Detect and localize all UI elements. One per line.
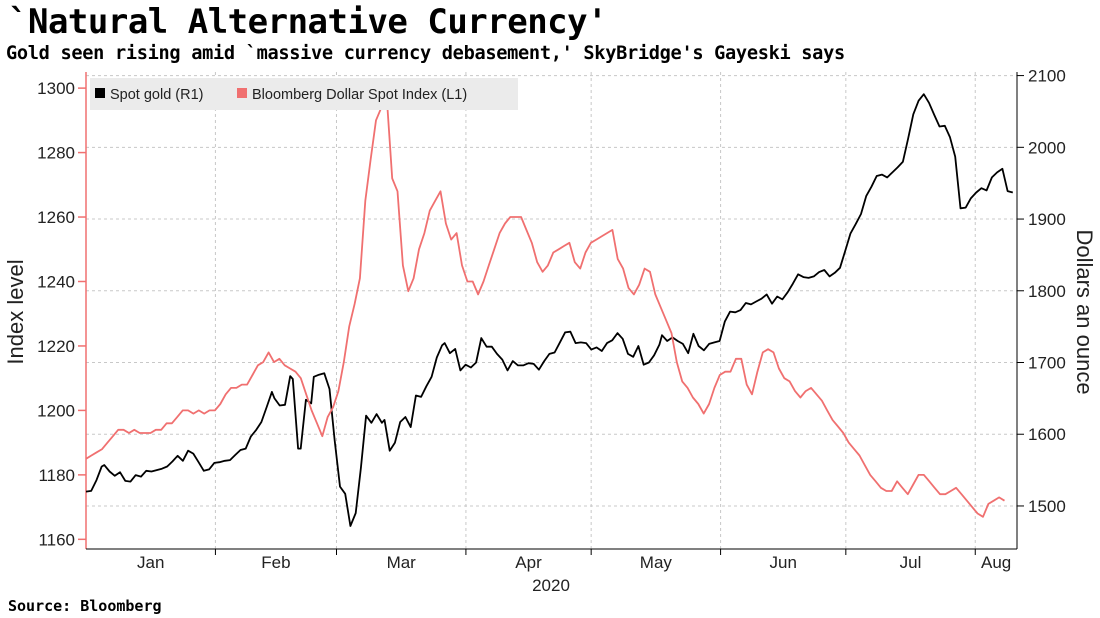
right-axis-tick-label: 1700	[1028, 354, 1066, 373]
left-axis-tick-label: 1160	[38, 530, 75, 549]
left-axis-tick-label: 1180	[38, 466, 75, 485]
x-axis-tick-label: Jul	[900, 553, 922, 572]
right-axis-tick-label: 2100	[1028, 67, 1066, 86]
left-axis-tick-label: 1280	[37, 144, 75, 163]
x-axis-year-label: 2020	[532, 576, 570, 595]
source-note: Source: Bloomberg	[8, 597, 162, 615]
chart-title: `Natural Alternative Currency'	[8, 2, 608, 42]
legend-label-dollar: Bloomberg Dollar Spot Index (L1)	[252, 87, 467, 103]
series-line-dollar-index	[85, 96, 1005, 518]
left-axis-tick-label: 1300	[37, 79, 75, 98]
x-axis-tick-label: Jan	[137, 553, 164, 572]
right-axis-tick-label: 1600	[1028, 425, 1066, 444]
legend-label-gold: Spot gold (R1)	[110, 87, 204, 103]
right-axis-title: Dollars an ounce	[1072, 229, 1097, 394]
x-axis-tick-label: Apr	[515, 553, 542, 572]
left-axis-tick-label: 1240	[37, 272, 75, 291]
series-lines	[85, 93, 1014, 527]
x-axis-tick-label: Feb	[261, 553, 290, 572]
legend-swatch-dollar	[237, 88, 247, 98]
right-axis-tick-label: 1800	[1028, 282, 1066, 301]
left-axis-tick-label: 1260	[37, 208, 75, 227]
legend: Spot gold (R1) Bloomberg Dollar Spot Ind…	[90, 78, 518, 110]
x-axis-tick-label: May	[640, 553, 673, 572]
gridlines	[86, 72, 1017, 549]
x-axis-tick-label: Aug	[981, 553, 1011, 572]
left-axis-title: Index level	[3, 259, 28, 364]
series-line-spot-gold	[85, 93, 1014, 527]
legend-swatch-gold	[95, 88, 105, 98]
right-axis-tick-label: 2000	[1028, 138, 1066, 157]
chart-subtitle: Gold seen rising amid `massive currency …	[6, 43, 845, 64]
left-axis-tick-label: 1200	[37, 401, 75, 420]
right-axis-tick-label: 1500	[1028, 497, 1066, 516]
axes: 1160 1180 1200 1220 1240 1260 1280 1300 1500 1600…	[37, 67, 1066, 572]
left-axis-tick-label: 1220	[37, 337, 75, 356]
x-axis-tick-label: Mar	[387, 553, 417, 572]
x-axis-tick-label: Jun	[769, 553, 796, 572]
legend-background	[90, 78, 518, 110]
right-axis-tick-label: 1900	[1028, 210, 1066, 229]
